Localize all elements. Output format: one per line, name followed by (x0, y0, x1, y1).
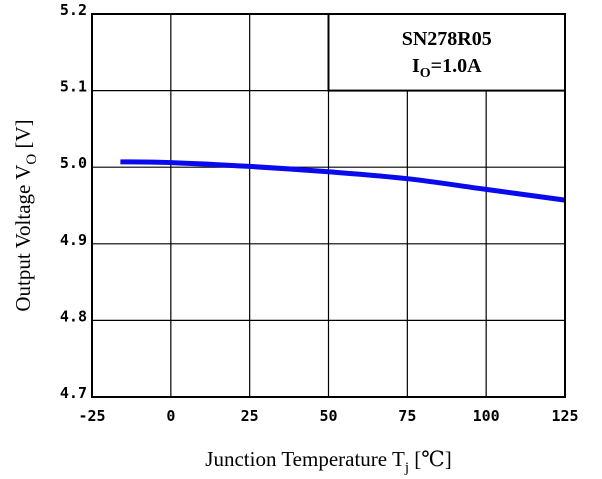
y-axis-label: Output Voltage VO [V] (11, 119, 40, 311)
x-tick-label: 50 (319, 407, 337, 425)
x-axis-label: Junction Temperature Tj [℃] (205, 447, 451, 476)
x-tick-label: 125 (551, 407, 578, 425)
x-tick-label: 75 (398, 407, 416, 425)
legend-title: SN278R05 (402, 28, 492, 50)
x-tick-label: -25 (78, 407, 105, 425)
legend-box (329, 14, 566, 91)
y-tick-label: 5.0 (60, 154, 87, 172)
x-tick-labels: -25 0 25 50 75 100 125 (78, 407, 578, 425)
y-tick-labels: 4.7 4.8 4.9 5.0 5.1 5.2 (60, 1, 87, 402)
y-tick-label: 5.2 (60, 1, 87, 19)
x-tick-label: 25 (241, 407, 259, 425)
x-tick-label: 100 (473, 407, 500, 425)
y-tick-label: 4.7 (60, 384, 87, 402)
x-tick-label: 0 (166, 407, 175, 425)
y-tick-label: 4.9 (60, 231, 87, 249)
y-tick-label: 4.8 (60, 307, 87, 325)
y-tick-label: 5.1 (60, 78, 87, 96)
legend: SN278R05 IO=1.0A (329, 14, 566, 91)
